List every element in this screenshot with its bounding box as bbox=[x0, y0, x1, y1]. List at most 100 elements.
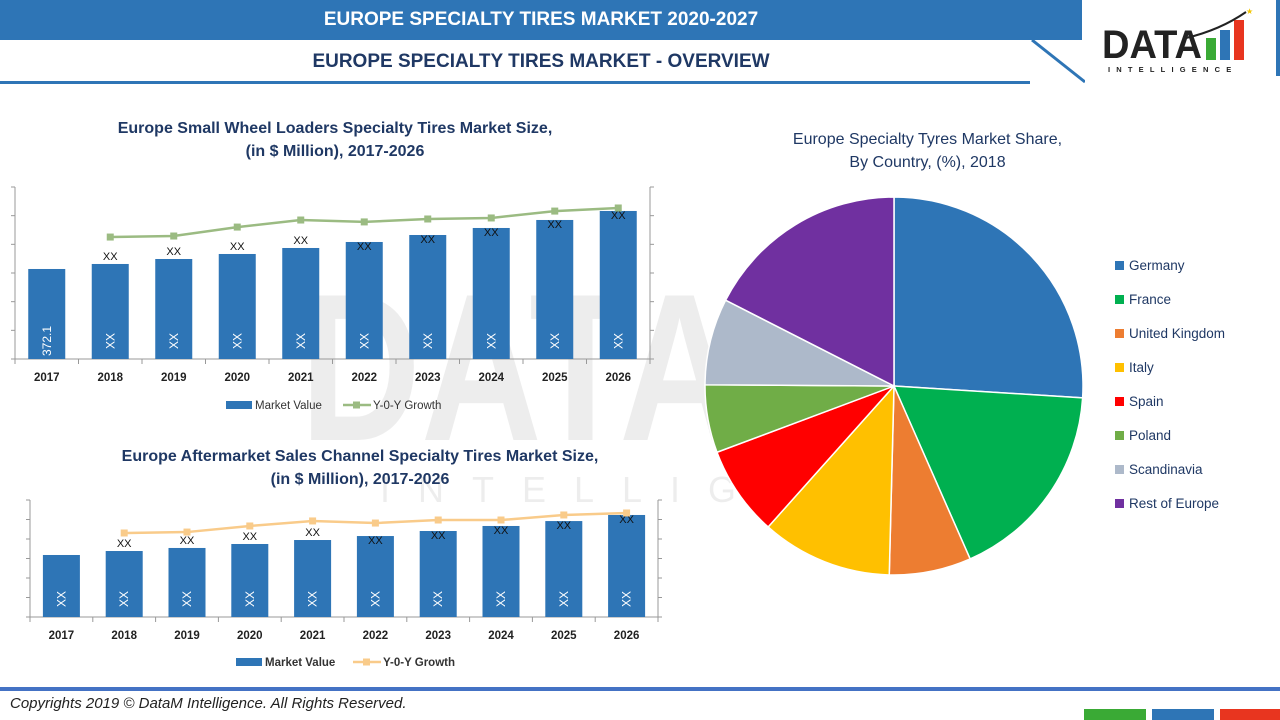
bar-inner-label-2018: XX bbox=[103, 333, 117, 349]
bar-2024 bbox=[472, 227, 510, 359]
legend-label: Poland bbox=[1129, 428, 1172, 443]
growth-point-2018 bbox=[120, 529, 128, 537]
pie-title-line1: Europe Specialty Tyres Market Share, bbox=[792, 131, 1063, 148]
x-label-2020: 2020 bbox=[224, 372, 250, 384]
bar-inner-label-2023: XX bbox=[431, 591, 445, 607]
bar-inner-label-2020: XX bbox=[230, 333, 244, 349]
svg-text:INTELLIGENCE: INTELLIGENCE bbox=[1108, 65, 1237, 74]
x-label-2024: 2024 bbox=[488, 630, 514, 642]
bar-2019 bbox=[155, 258, 193, 359]
header-right-accent bbox=[1276, 0, 1280, 76]
legend-label: Rest of Europe bbox=[1129, 496, 1220, 511]
x-label-2026: 2026 bbox=[614, 630, 640, 642]
bar-top-label-2020: XX bbox=[242, 531, 257, 543]
x-label-2024: 2024 bbox=[478, 372, 504, 384]
x-label-2025: 2025 bbox=[551, 630, 577, 642]
bar-2025 bbox=[536, 219, 574, 359]
bar-2017 bbox=[28, 268, 66, 359]
x-label-2023: 2023 bbox=[425, 630, 451, 642]
growth-point-2020 bbox=[233, 223, 241, 231]
svg-text:★: ★ bbox=[1246, 8, 1253, 16]
bar-inner-label-2025: XX bbox=[557, 591, 571, 607]
bar-top-label-2019: XX bbox=[180, 535, 195, 547]
bar-2018 bbox=[105, 551, 143, 617]
bar-2018 bbox=[91, 263, 129, 359]
bar-top-label-2023: XX bbox=[420, 234, 435, 246]
chart1-title-line1: Europe Small Wheel Loaders Specialty Tir… bbox=[117, 120, 553, 137]
x-label-2023: 2023 bbox=[415, 372, 441, 384]
legend-label: United Kingdom bbox=[1129, 326, 1226, 341]
growth-point-2019 bbox=[183, 528, 191, 536]
bar-inner-label-2026: XX bbox=[620, 591, 634, 607]
pie-chart-country-share bbox=[704, 196, 1084, 576]
x-label-2021: 2021 bbox=[300, 630, 326, 642]
bar-inner-label-2026: XX bbox=[611, 333, 625, 349]
legend-swatch bbox=[1115, 261, 1124, 270]
footer-green-block bbox=[1084, 709, 1146, 720]
bar-2021 bbox=[282, 247, 320, 359]
chart2-title-line2: (in $ Million), 2017-2026 bbox=[270, 471, 450, 488]
pie-slice-rest-of-europe bbox=[724, 196, 895, 388]
chart1-small-wheel-loaders: 372.1 2017 XX XX 2018 XX XX 2019 XX XX 2020 XX XX 202… bbox=[11, 186, 654, 412]
x-label-2020: 2020 bbox=[237, 630, 263, 642]
bar-inner-label-2021: XX bbox=[294, 333, 308, 349]
legend-item-france: France bbox=[1115, 292, 1171, 307]
chart1-title-line2: (in $ Million), 2017-2026 bbox=[245, 143, 425, 160]
bar-top-label-2026: XX bbox=[611, 210, 626, 222]
legend-label: Scandinavia bbox=[1129, 462, 1203, 477]
pie-title-line2: By Country, (%), 2018 bbox=[849, 154, 1006, 171]
x-label-2017: 2017 bbox=[49, 630, 75, 642]
bar-2025 bbox=[545, 521, 583, 617]
legend-swatch bbox=[1115, 499, 1124, 508]
growth-point-2026 bbox=[623, 509, 631, 517]
bar-top-label-2018: XX bbox=[117, 538, 132, 550]
x-label-2019: 2019 bbox=[174, 630, 200, 642]
legend-item-united-kingdom: United Kingdom bbox=[1115, 326, 1225, 341]
bar-2020 bbox=[218, 253, 256, 359]
bar-inner-label-2022: XX bbox=[357, 333, 371, 349]
report-subtitle: EUROPE SPECIALTY TIRES MARKET - OVERVIEW bbox=[0, 40, 1082, 84]
bar-2026 bbox=[608, 514, 646, 617]
x-label-2026: 2026 bbox=[605, 372, 631, 384]
legend-label: Spain bbox=[1129, 394, 1164, 409]
growth-point-2024 bbox=[487, 214, 495, 222]
report-title: EUROPE SPECIALTY TIRES MARKET 2020-2027 bbox=[0, 0, 1082, 40]
bar-top-label-2023: XX bbox=[431, 530, 446, 542]
growth-point-2021 bbox=[309, 517, 317, 525]
bar-2022 bbox=[356, 536, 394, 617]
legend-swatch bbox=[1115, 363, 1124, 372]
footer-divider bbox=[0, 687, 1280, 691]
bar-top-label-2026: XX bbox=[619, 514, 634, 526]
bar-top-label-2018: XX bbox=[103, 251, 118, 263]
bar-inner-label-2019: XX bbox=[180, 591, 194, 607]
bar-top-label-2020: XX bbox=[230, 241, 245, 253]
bar-inner-label-2021: XX bbox=[306, 591, 320, 607]
bar-inner-label-2019: XX bbox=[167, 333, 181, 349]
bar-top-label-2022: XX bbox=[357, 241, 372, 253]
bar-2026 bbox=[599, 210, 637, 359]
legend-growth: Y-0-Y Growth bbox=[383, 657, 455, 669]
x-label-2025: 2025 bbox=[542, 372, 568, 384]
footer-red-block bbox=[1220, 709, 1280, 720]
datam-intelligence-logo: DATA ★ INTELLIGENCE bbox=[1102, 8, 1253, 74]
growth-point-2025 bbox=[560, 511, 568, 519]
x-label-2022: 2022 bbox=[351, 372, 377, 384]
legend-label: Germany bbox=[1129, 258, 1185, 273]
bar-top-label-2021: XX bbox=[305, 527, 320, 539]
bar-2023 bbox=[409, 234, 447, 359]
legend-label: Italy bbox=[1129, 360, 1154, 375]
growth-point-2022 bbox=[371, 519, 379, 527]
bar-inner-label-2017: XX bbox=[54, 591, 68, 607]
chart2-title: Europe Aftermarket Sales Channel Special… bbox=[40, 445, 680, 491]
legend-growth-marker bbox=[363, 658, 370, 666]
bar-2023 bbox=[419, 531, 457, 617]
legend-swatch bbox=[1115, 465, 1124, 474]
copyright-text: Copyrights 2019 © DataM Intelligence. Al… bbox=[10, 695, 407, 712]
growth-point-2022 bbox=[360, 218, 368, 226]
bar-inner-label-2025: XX bbox=[548, 333, 562, 349]
legend-item-italy: Italy bbox=[1115, 360, 1154, 375]
legend-item-spain: Spain bbox=[1115, 394, 1164, 409]
growth-point-2026 bbox=[614, 204, 622, 212]
growth-point-2025 bbox=[551, 207, 559, 215]
x-label-2017: 2017 bbox=[34, 372, 60, 384]
